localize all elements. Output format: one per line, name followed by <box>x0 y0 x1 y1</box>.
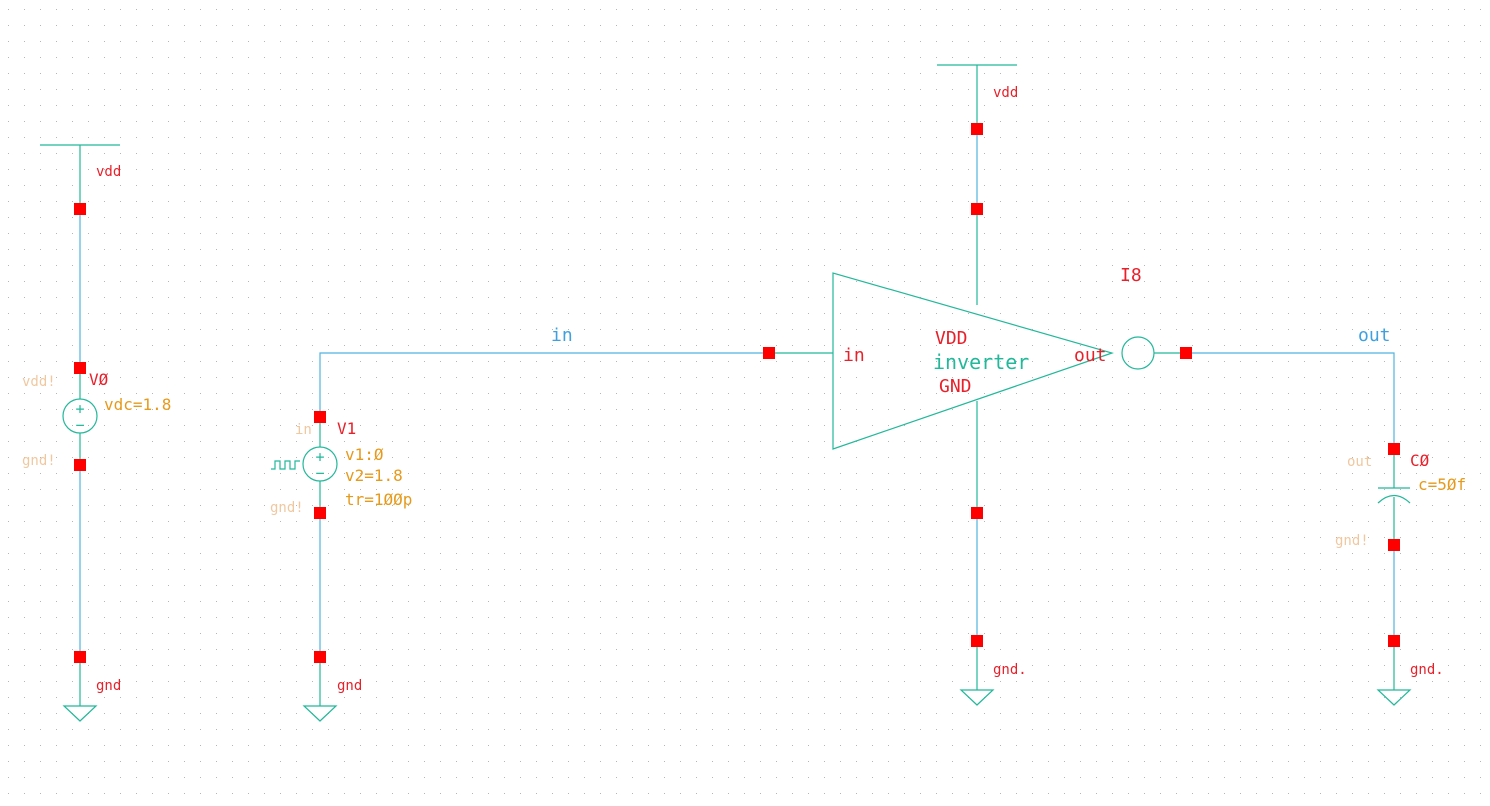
gnd-label-c0: gnd. <box>1410 662 1444 678</box>
svg-text:+: + <box>315 448 324 466</box>
gnd-label-inverter: gnd. <box>993 662 1027 678</box>
gnd-label-v1: gnd <box>337 678 362 694</box>
v0-instance-label: VØ <box>89 370 109 389</box>
vdd-supply-inverter[interactable]: vdd <box>937 64 1018 129</box>
pin-marker[interactable] <box>74 362 86 374</box>
c0-pin-minus-name: gnd! <box>1335 533 1369 549</box>
c0-param-c: c=5Øf <box>1418 475 1466 494</box>
vdd-supply-left[interactable]: vdd <box>40 144 121 209</box>
v1-pin-minus-name: gnd! <box>270 500 304 516</box>
v0-pin-plus-name: vdd! <box>22 374 56 390</box>
pin-marker[interactable] <box>971 123 983 135</box>
pin-marker[interactable] <box>1388 443 1400 455</box>
pin-marker[interactable] <box>971 507 983 519</box>
pin-marker[interactable] <box>1388 539 1400 551</box>
ground-icon <box>302 705 338 722</box>
v0-param-vdc: vdc=1.8 <box>104 395 171 414</box>
pin-marker[interactable] <box>763 347 775 359</box>
pin-marker[interactable] <box>314 507 326 519</box>
grid-dots <box>8 9 1481 794</box>
svg-text:−: − <box>315 464 324 482</box>
inverter-i8[interactable]: I8 in out VDD inverter GND <box>769 209 1186 513</box>
gnd-left[interactable]: gnd <box>62 657 121 722</box>
gnd-inverter[interactable]: gnd. <box>959 641 1027 706</box>
inverter-cell-name: inverter <box>933 350 1029 374</box>
pin-marker[interactable] <box>74 651 86 663</box>
gnd-v1[interactable]: gnd <box>302 657 362 722</box>
v1-pulse-source[interactable]: + − V1 in gnd! v1:Ø v2=1.8 tr=1ØØp <box>270 417 412 516</box>
net-label-out: out <box>1358 325 1391 346</box>
c0-instance-label: CØ <box>1410 451 1430 470</box>
net-label-in: in <box>551 325 573 346</box>
pin-marker[interactable] <box>971 635 983 647</box>
inverter-pin-in: in <box>843 345 865 366</box>
pin-marker[interactable] <box>1388 635 1400 647</box>
net-in-wire[interactable]: in <box>319 325 769 417</box>
vdd-label-inverter: vdd <box>993 85 1018 101</box>
v1-param-tr: tr=1ØØp <box>345 490 412 509</box>
c0-capacitor[interactable]: CØ c=5Øf out gnd! <box>1335 449 1466 549</box>
inverter-pin-vdd: VDD <box>935 328 968 349</box>
pin-marker[interactable] <box>314 651 326 663</box>
svg-text:+: + <box>75 400 84 418</box>
capacitor-plate-curved <box>1377 494 1411 504</box>
ground-icon <box>62 705 98 722</box>
ground-icon <box>1376 689 1412 706</box>
inverter-triangle-icon <box>832 272 1114 450</box>
v1-instance-label: V1 <box>337 419 356 438</box>
vdd-label-left: vdd <box>96 164 121 180</box>
pin-marker[interactable] <box>971 203 983 215</box>
inverter-pin-out: out <box>1074 345 1107 366</box>
c0-pin-plus-name: out <box>1347 454 1372 470</box>
v1-param-v1: v1:Ø <box>345 445 384 464</box>
inverter-instance-label: I8 <box>1120 265 1142 286</box>
v1-param-v2: v2=1.8 <box>345 466 403 485</box>
inverter-pin-gnd: GND <box>939 376 972 397</box>
ground-icon <box>959 689 995 706</box>
v1-pin-plus-name: in <box>295 422 312 438</box>
net-out-wire[interactable]: out <box>1186 325 1395 449</box>
v0-dc-source[interactable]: + − VØ vdc=1.8 vdd! gnd! <box>22 368 171 469</box>
pin-marker[interactable] <box>314 411 326 423</box>
pin-marker[interactable] <box>1180 347 1192 359</box>
pin-marker[interactable] <box>74 203 86 215</box>
pulse-waveform-icon <box>271 460 300 470</box>
v0-pin-minus-name: gnd! <box>22 453 56 469</box>
pin-markers <box>74 123 1400 663</box>
svg-text:−: − <box>75 416 84 434</box>
pin-marker[interactable] <box>74 459 86 471</box>
gnd-label-left: gnd <box>96 678 121 694</box>
gnd-c0[interactable]: gnd. <box>1376 641 1444 706</box>
inverter-bubble-icon <box>1121 336 1155 370</box>
